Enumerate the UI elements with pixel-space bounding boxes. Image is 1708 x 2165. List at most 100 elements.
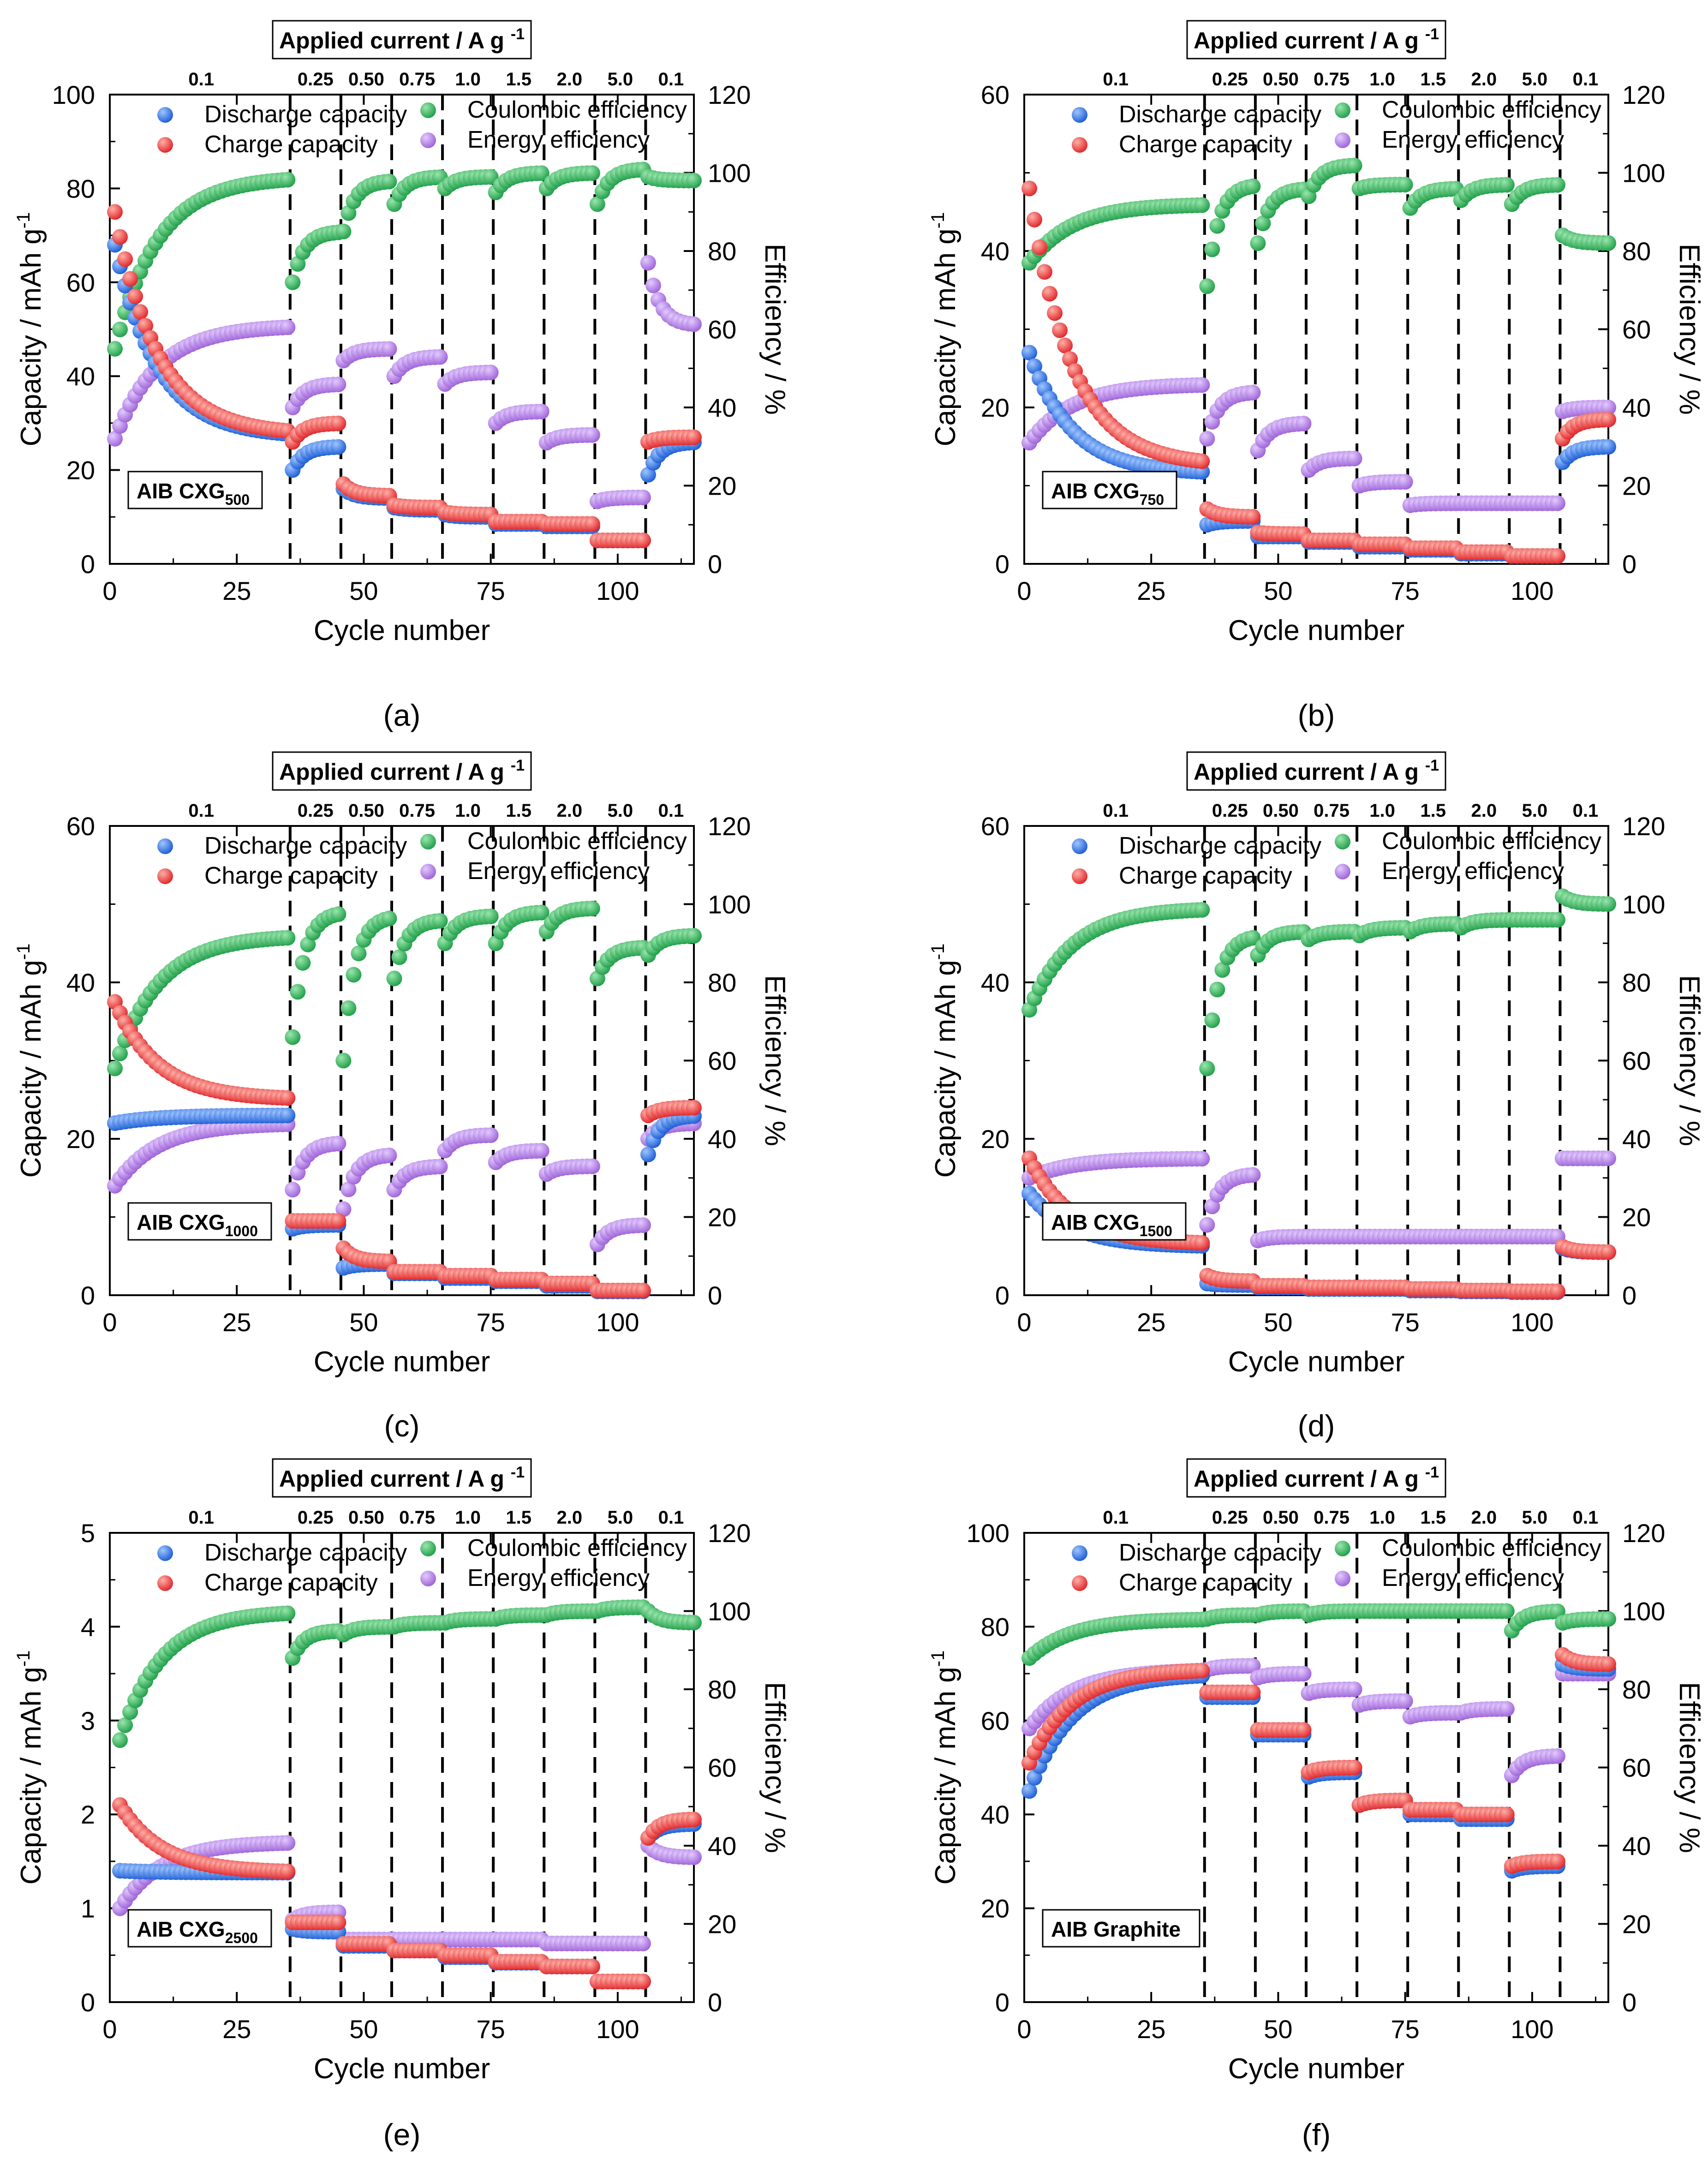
legend-label-charge: Charge capacity [204,862,378,889]
coulombic-efficiency-point [117,1717,133,1733]
current-rate-label: 2.0 [1471,69,1497,90]
coulombic-efficiency-point [1250,235,1266,251]
coulombic-efficiency-point [290,984,306,1000]
coulombic-efficiency-point [112,1732,128,1748]
legend-marker-charge [1072,868,1087,884]
energy-efficiency-point [1245,384,1261,401]
y-right-tick-label: 120 [708,1519,751,1548]
y-right-tick-label: 120 [1622,1519,1665,1548]
coulombic-efficiency-point [686,173,702,189]
energy-efficiency-point [483,1127,499,1143]
y-right-tick-label: 60 [708,1753,736,1782]
coulombic-efficiency-point [107,1060,123,1077]
coulombic-efficiency-point [330,906,346,922]
y-right-tick-label: 0 [1622,1281,1636,1310]
charge-capacity-point [1037,264,1053,280]
legend-label-discharge: Discharge capacity [1119,1539,1321,1566]
legend-label-coulombic: Coulombic efficiency [1382,96,1601,123]
coulombic-efficiency-point [1601,1611,1616,1627]
coulombic-efficiency-point [1601,235,1616,251]
y-right-tick-label: 40 [1622,1831,1651,1860]
top-axis-title-box [272,20,532,60]
y-right-tick-label: 40 [1622,1124,1651,1154]
y-left-tick-label: 100 [967,1519,1009,1548]
current-rate-label: 0.75 [399,69,435,90]
y-right-tick-label: 100 [1622,890,1665,919]
top-axis-title-sup: -1 [511,1464,525,1481]
charge-capacity-point [584,1958,600,1974]
energy-efficiency-point [107,431,123,447]
charge-capacity-point [280,1863,296,1879]
y-left-tick-label: 60 [66,812,95,841]
energy-efficiency-point [381,341,397,357]
legend-marker-discharge [157,107,173,123]
y-right-tick-label: 100 [708,1597,751,1626]
current-rate-label: 0.1 [188,801,214,821]
current-rate-label: 0.75 [399,801,435,821]
y-left-axis-title-sup: -1 [928,212,948,229]
sample-label-box [1042,1909,1200,1948]
sample-label-box [127,1909,272,1948]
y-left-tick-label: 20 [981,393,1009,422]
y-right-tick-label: 0 [708,550,722,579]
y-left-axis-title: Capacity / mAh g-1 [928,944,961,1178]
energy-efficiency-point [1194,1151,1210,1167]
charge-capacity-point [1057,337,1073,353]
x-tick-label: 50 [1264,576,1292,605]
y-right-tick-label: 0 [1622,1988,1636,2017]
charge-capacity-point [1245,509,1261,525]
x-tick-label: 50 [1264,2015,1292,2044]
charge-capacity-point [112,229,128,245]
charge-capacity-point [635,1974,651,1990]
charge-capacity-point [635,1282,651,1298]
legend-label-charge: Charge capacity [1119,1569,1292,1596]
charge-capacity-point [132,304,149,320]
current-rate-label: 0.25 [298,69,334,90]
current-rate-label: 1.0 [1369,69,1395,90]
energy-efficiency-point [1245,1167,1261,1183]
y-right-tick-label: 120 [708,80,751,109]
coulombic-efficiency-point [533,165,549,181]
y-left-axis-title: Capacity / mAh g-1 [928,212,961,447]
charge-capacity-point [1047,305,1063,321]
y-left-tick-label: 3 [81,1706,95,1735]
charge-capacity-point [1194,1235,1210,1251]
charge-capacity-point [1601,1656,1616,1672]
y-left-axis-title-sup: -1 [928,944,948,960]
x-tick-label: 100 [596,1308,639,1337]
legend-marker-energy [1335,132,1350,148]
y-left-tick-label: 80 [981,1612,1009,1641]
coulombic-efficiency-point [1499,177,1515,193]
current-rate-label: 0.75 [1314,69,1350,90]
charge-capacity-point [127,288,143,305]
top-axis-title-sup: -1 [1425,25,1439,43]
y-left-tick-label: 40 [66,362,95,391]
y-right-tick-label: 80 [708,968,736,997]
energy-efficiency-point [280,319,296,335]
legend-marker-coulombic [1335,1541,1350,1556]
legend-marker-charge [157,1575,173,1591]
current-rate-label: 0.50 [1263,801,1299,821]
coulombic-efficiency-point [335,223,352,239]
x-tick-label: 25 [1137,576,1165,605]
coulombic-efficiency-point [1204,1012,1220,1029]
charge-capacity-point [280,1090,296,1106]
sample-label-box [1042,471,1177,509]
sample-label-subscript: 2500 [225,1930,258,1946]
energy-efficiency-point [280,1835,296,1851]
charge-capacity-point [107,204,123,220]
coulombic-efficiency-point [340,1000,357,1016]
coulombic-efficiency-point [1194,197,1210,213]
energy-efficiency-point [1296,1666,1312,1682]
current-rate-label: 0.50 [348,69,384,90]
y-right-tick-label: 20 [708,1910,736,1939]
y-right-tick-label: 20 [708,1203,736,1232]
energy-efficiency-point [335,1201,352,1217]
energy-efficiency-point [381,1147,397,1163]
discharge-capacity-point [640,1146,656,1162]
charge-capacity-point [330,415,346,431]
energy-efficiency-point [1199,431,1215,447]
